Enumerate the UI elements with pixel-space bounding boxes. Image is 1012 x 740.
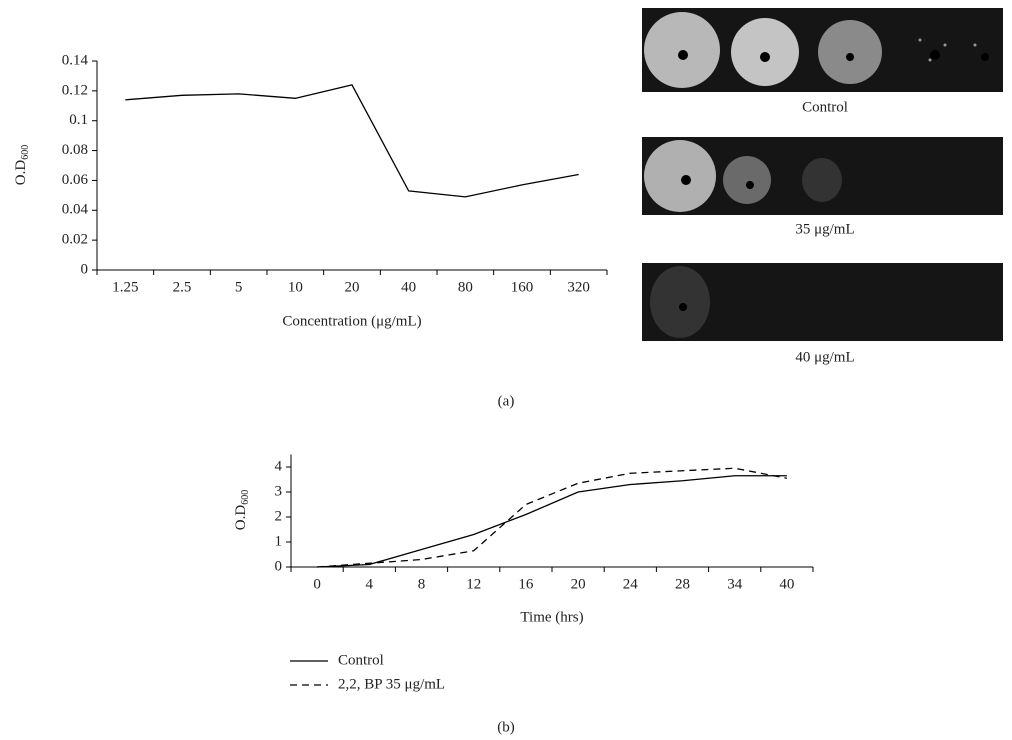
y-axis-label: O.D600 xyxy=(233,490,251,530)
legend-label: 2,2, BP 35 μg/mL xyxy=(338,676,445,692)
x-tick-label: 2.5 xyxy=(173,279,192,295)
x-tick-label: 40 xyxy=(779,576,794,592)
y-axis-label: O.D600 xyxy=(13,145,31,185)
x-tick-label: 5 xyxy=(235,279,243,295)
image-label: 40 μg/mL xyxy=(795,349,854,365)
legend-label: Control xyxy=(338,652,384,668)
x-tick-label: 8 xyxy=(418,576,426,592)
y-tick-label: 3 xyxy=(275,483,283,499)
y-tick-label: 0.06 xyxy=(62,172,89,188)
y-tick-label: 0.14 xyxy=(62,52,89,68)
x-tick-label: 20 xyxy=(571,576,586,592)
x-tick-label: 20 xyxy=(345,279,360,295)
y-axis-label-sub: 600 xyxy=(240,490,251,505)
photo-control xyxy=(642,8,1003,92)
panel-label: (a) xyxy=(498,393,515,409)
x-tick-label: 34 xyxy=(727,576,743,592)
x-tick-label: 320 xyxy=(567,279,590,295)
y-axis-label-main: O.D xyxy=(233,505,249,531)
x-axis-label: Concentration (μg/mL) xyxy=(282,313,421,329)
y-tick-label: 0 xyxy=(81,261,89,277)
x-tick-label: 24 xyxy=(623,576,639,592)
x-tick-label: 160 xyxy=(511,279,534,295)
y-tick-label: 1 xyxy=(275,533,283,549)
y-tick-label: 4 xyxy=(275,458,283,474)
y-tick-label: 0.04 xyxy=(62,202,89,218)
x-tick-label: 4 xyxy=(366,576,374,592)
x-tick-label: 12 xyxy=(466,576,481,592)
x-tick-label: 0 xyxy=(313,576,321,592)
x-tick-label: 28 xyxy=(675,576,690,592)
y-tick-label: 0.12 xyxy=(62,82,88,98)
image-label: Control xyxy=(802,99,848,115)
series-line xyxy=(125,84,579,198)
image-label: 35 μg/mL xyxy=(795,221,854,237)
y-tick-label: 0.08 xyxy=(62,142,88,158)
y-axis-label-sub: 600 xyxy=(20,145,31,160)
x-tick-label: 80 xyxy=(458,279,473,295)
x-tick-label: 16 xyxy=(518,576,534,592)
panel-label: (b) xyxy=(497,719,515,735)
photo-35 xyxy=(642,137,1003,215)
y-tick-label: 2 xyxy=(275,508,283,524)
series-line xyxy=(317,467,788,568)
x-tick-label: 40 xyxy=(401,279,416,295)
y-tick-label: 0.1 xyxy=(69,112,88,128)
y-axis-label-main: O.D xyxy=(13,160,29,186)
x-tick-label: 10 xyxy=(288,279,303,295)
x-axis-label: Time (hrs) xyxy=(520,609,583,625)
x-tick-label: 1.25 xyxy=(112,279,138,295)
y-tick-label: 0.02 xyxy=(62,232,88,248)
photo-40 xyxy=(642,263,1003,341)
series-line xyxy=(317,475,787,568)
y-tick-label: 0 xyxy=(275,558,283,574)
